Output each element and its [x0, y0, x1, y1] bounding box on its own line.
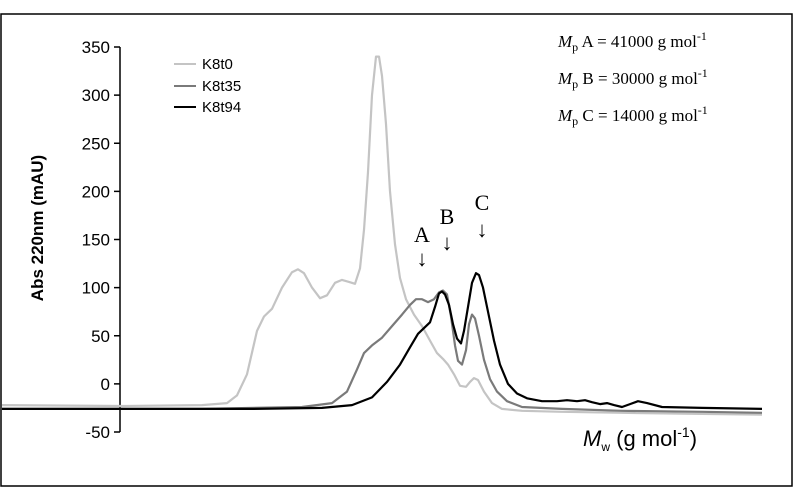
legend-label-k8t35: K8t35	[202, 78, 241, 95]
y-tick-label: 0	[101, 375, 110, 394]
series-group	[1, 55, 763, 416]
peak-arrow-c: ↓	[477, 217, 488, 242]
mp-annotations: Mp A = 41000 g mol-1 Mp B = 30000 g mol-…	[557, 29, 708, 128]
y-tick-label: 150	[82, 231, 110, 250]
peak-label-c: C	[475, 190, 490, 215]
y-ticks: 350 300 250 200 150 100 50 0 -50	[82, 38, 120, 442]
y-tick-label: -50	[85, 423, 110, 442]
series-line-k8t94	[2, 272, 763, 410]
y-tick-label: 200	[82, 182, 110, 201]
peak-label-b: B	[440, 204, 455, 229]
y-tick-label: 50	[91, 327, 110, 346]
x-axis-label: Mw (g mol-1)	[583, 424, 697, 454]
y-axis-label: Abs 220nm (mAU)	[28, 155, 47, 301]
legend-label-k8t94: K8t94	[202, 99, 241, 116]
y-tick-label: 100	[82, 279, 110, 298]
peak-arrow-a: ↓	[417, 246, 428, 271]
legend-label-k8t0: K8t0	[202, 56, 233, 73]
y-tick-label: 350	[82, 38, 110, 57]
legend: K8t0 K8t35 K8t94	[174, 56, 241, 116]
peak-arrow-b: ↓	[442, 230, 453, 255]
mp-c-text: Mp C = 14000 g mol-1	[557, 103, 708, 128]
mp-a-text: Mp A = 41000 g mol-1	[557, 29, 707, 54]
series-line-k8t35	[2, 289, 763, 414]
peak-label-a: A	[414, 222, 430, 247]
mp-b-text: Mp B = 30000 g mol-1	[557, 66, 708, 91]
series-line-k8t0	[1, 55, 763, 416]
y-tick-label: 250	[82, 134, 110, 153]
y-tick-label: 300	[82, 86, 110, 105]
peak-labels: A ↓ B ↓ C ↓	[414, 190, 489, 271]
figure-border	[0, 13, 793, 487]
